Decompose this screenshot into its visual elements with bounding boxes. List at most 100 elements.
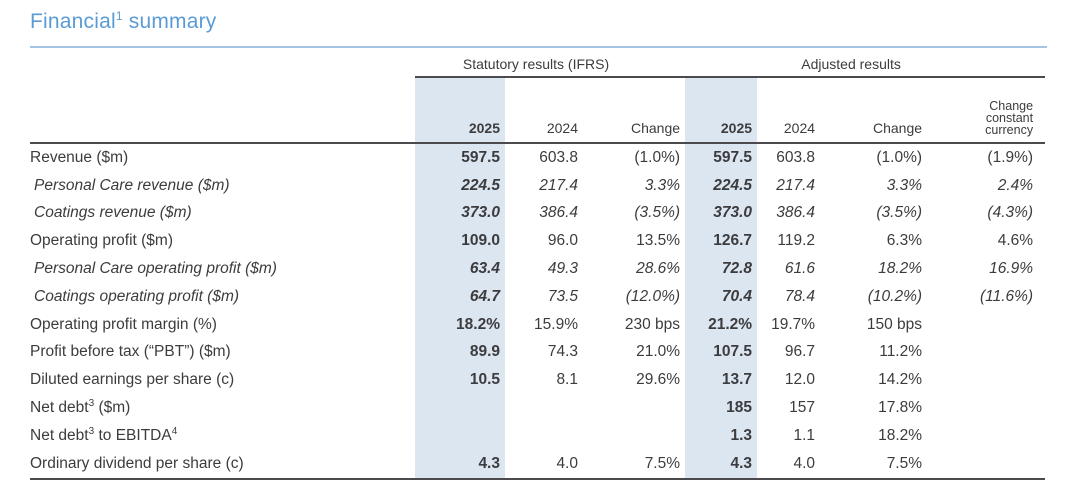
column-header: Change constant currency (927, 77, 1046, 144)
table-row: Diluted earnings per share (c) 10.5 8.1 29.… (30, 366, 1045, 395)
cell: 19.7% (771, 315, 816, 333)
cell: (1.9%) (987, 148, 1034, 166)
cell: 7.5% (820, 449, 928, 480)
footnote-marker: 1 (115, 9, 123, 23)
cell: 78.4 (784, 287, 816, 305)
cell: 3.3% (644, 176, 681, 194)
cell: 28.6% (636, 260, 681, 278)
financial-summary-table: Statutory results (IFRS) Adjusted result… (30, 50, 1046, 480)
group-header-spacer (30, 50, 415, 77)
row-label: Net debt3 to EBITDA4 (30, 426, 178, 445)
cell: 597.5 (685, 143, 758, 172)
title-rule (30, 46, 1047, 48)
table-row: Ordinary dividend per share (c) 4.3 4.0 7.5… (30, 449, 1046, 480)
cell: 96.7 (784, 343, 816, 361)
cell: (11.6%) (979, 287, 1034, 305)
cell: 4.3 (415, 449, 505, 480)
page-title-text-2: summary (122, 10, 217, 33)
cell: 373.0 (685, 199, 758, 228)
cell: 4.0 (505, 449, 583, 480)
cell: 15.9% (534, 315, 578, 333)
cell (927, 394, 1045, 422)
cell: 63.4 (415, 255, 505, 283)
cell (583, 394, 685, 422)
cell (927, 311, 1045, 339)
cell: 150 bps (866, 315, 923, 333)
cell (927, 422, 1045, 450)
cell: 73.5 (547, 287, 578, 305)
cell: 185 (685, 394, 758, 422)
cell: 597.5 (415, 143, 505, 172)
cell: 10.5 (415, 366, 505, 395)
row-label: Personal Care revenue ($m) (34, 176, 230, 194)
table-row: Personal Care revenue ($m) 224.5 217.4 3.3%… (30, 171, 1045, 200)
group-header-statutory: Statutory results (IFRS) (415, 50, 686, 78)
cell: 61.6 (784, 260, 816, 278)
row-label: Operating profit ($m) (30, 232, 173, 250)
cell: 18.2% (415, 310, 505, 339)
cell: (1.0%) (634, 148, 681, 166)
cell: 3.3% (886, 176, 923, 194)
footnote-marker: 3 (88, 426, 95, 438)
row-label: Coatings revenue ($m) (34, 204, 192, 222)
column-header: 2024 (757, 77, 821, 144)
column-header: 2024 (505, 77, 583, 144)
row-label: Personal Care operating profit ($m) (34, 260, 277, 278)
table-row: Coatings revenue ($m) 373.0 386.4 (3.5%) 373… (30, 199, 1045, 228)
table-row: Revenue ($m) 597.5 603.8 (1.0%) 597.5 603.8 (1… (30, 143, 1045, 172)
cell: 1.1 (793, 426, 816, 444)
cell (927, 449, 1046, 480)
table-row: Operating profit margin (%) 18.2% 15.9% 230… (30, 310, 1045, 339)
cell: 1.3 (685, 421, 758, 450)
cell: 373.0 (415, 199, 505, 228)
cell: (3.5%) (876, 204, 923, 222)
row-label: Ordinary dividend per share (c) (30, 449, 415, 480)
cell: 21.0% (636, 343, 681, 361)
cell: 89.9 (415, 338, 505, 367)
cell: 72.8 (685, 255, 758, 283)
row-label: Net debt3 ($m) (30, 398, 131, 417)
table-row: Personal Care operating profit ($m) 63.4 4… (30, 255, 1045, 283)
row-label: Coatings operating profit ($m) (34, 287, 240, 305)
cell: 603.8 (539, 148, 578, 166)
cell (927, 339, 1045, 367)
column-header: Change (583, 77, 686, 144)
cell: 7.5% (583, 449, 686, 480)
page-title-text: Financial (30, 10, 116, 33)
row-label: Diluted earnings per share (c) (30, 371, 235, 389)
row-label: Operating profit margin (%) (30, 315, 217, 333)
row-label: Revenue ($m) (30, 148, 129, 166)
cell: 12.0 (784, 371, 816, 389)
cell: 17.8% (878, 399, 923, 417)
footnote-marker: 4 (171, 426, 178, 438)
cell: 8.1 (556, 371, 578, 389)
cell: 224.5 (685, 171, 758, 200)
footnote-marker: 3 (88, 398, 95, 410)
cell: (10.2%) (867, 287, 923, 305)
cell: 64.7 (415, 282, 505, 311)
table-row: Profit before tax (“PBT”) ($m) 89.9 74.3 21… (30, 338, 1045, 367)
cell: 109.0 (415, 227, 505, 256)
cell (927, 366, 1045, 394)
row-label: Profit before tax (“PBT”) ($m) (30, 343, 231, 361)
cell: 224.5 (415, 171, 505, 200)
cell: 74.3 (547, 343, 578, 361)
column-header-spacer (30, 77, 415, 144)
cell: 16.9% (989, 260, 1034, 278)
cell: 13.7 (685, 366, 758, 395)
table-row: Net debt3 ($m) 185 157 17.8% (30, 394, 1045, 422)
cell: 4.3 (685, 449, 758, 480)
cell: 70.4 (685, 282, 758, 311)
cell: 2.4% (997, 176, 1034, 194)
cell: 6.3% (886, 232, 923, 250)
cell: 96.0 (547, 232, 578, 250)
table-row: Coatings operating profit ($m) 64.7 73.5 (1… (30, 282, 1045, 311)
cell: 157 (789, 399, 816, 417)
cell (505, 394, 583, 422)
column-header: 2025 (415, 77, 505, 144)
cell: 14.2% (878, 371, 923, 389)
cell: 21.2% (685, 310, 758, 339)
cell: 18.2% (878, 260, 923, 278)
cell: 107.5 (685, 338, 758, 367)
